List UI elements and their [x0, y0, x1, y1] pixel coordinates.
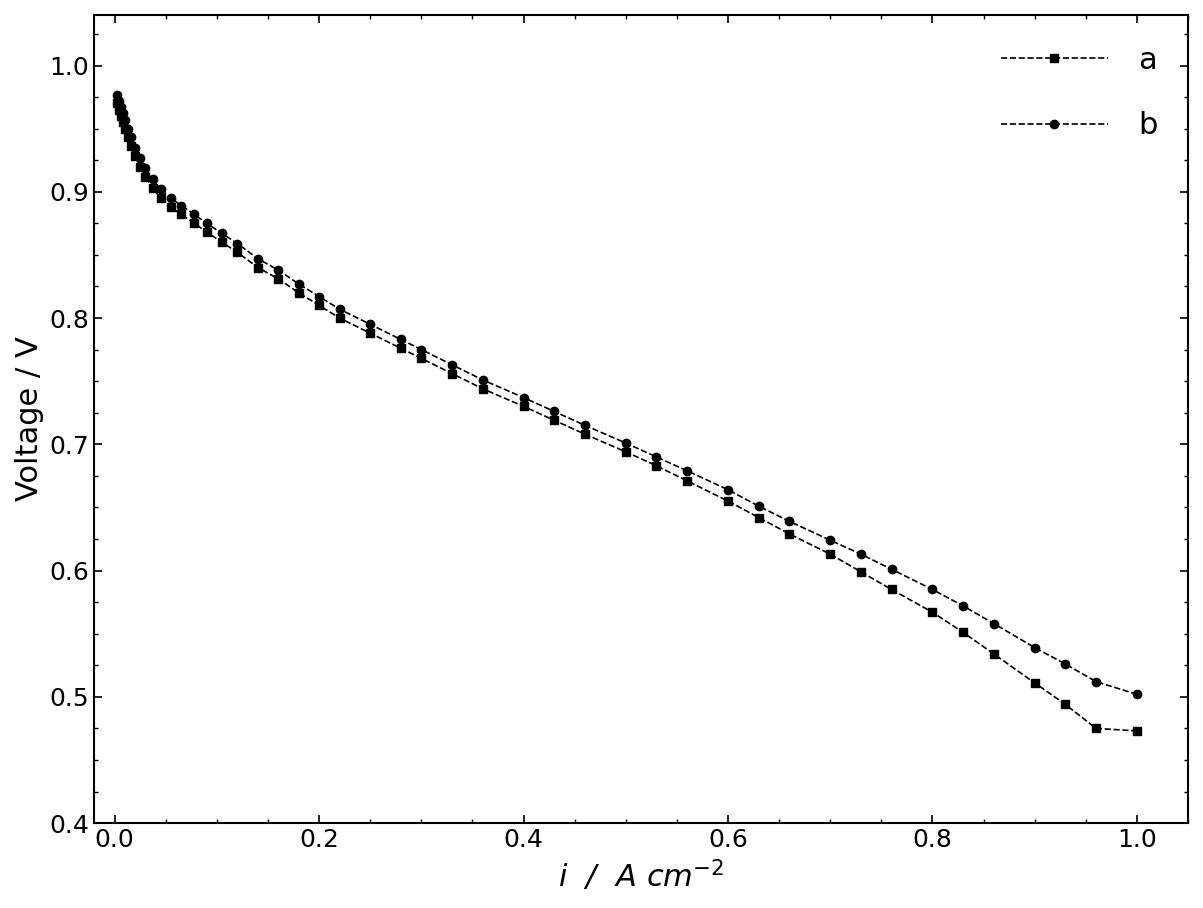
b	[332, 304, 346, 315]
b	[109, 89, 124, 100]
b	[138, 163, 153, 173]
a	[250, 262, 265, 273]
a	[577, 429, 592, 439]
b	[393, 334, 408, 345]
b	[200, 218, 214, 229]
b	[113, 102, 128, 113]
a	[146, 183, 160, 193]
a	[680, 476, 694, 487]
a	[925, 607, 940, 617]
Line: b: b	[113, 91, 1142, 698]
a	[1027, 677, 1042, 688]
b	[188, 209, 202, 220]
a	[1130, 725, 1144, 736]
a	[215, 237, 230, 248]
a	[312, 300, 326, 311]
a	[986, 648, 1001, 659]
b	[752, 500, 766, 511]
b	[215, 228, 230, 239]
b	[363, 319, 378, 330]
b	[134, 153, 148, 163]
a	[363, 328, 378, 339]
a	[118, 123, 132, 134]
b	[312, 291, 326, 302]
b	[120, 123, 135, 134]
a	[332, 312, 346, 323]
a	[128, 151, 142, 162]
a	[752, 512, 766, 523]
a	[174, 209, 189, 220]
b	[271, 264, 285, 275]
Line: a: a	[113, 99, 1142, 735]
a	[393, 343, 408, 354]
b	[547, 406, 562, 417]
a	[782, 528, 796, 539]
a	[115, 117, 130, 128]
b	[884, 564, 899, 575]
a	[164, 202, 178, 212]
a	[120, 132, 135, 143]
a	[823, 548, 837, 559]
a	[1059, 699, 1073, 710]
X-axis label: $i$  /  A cm$^{-2}$: $i$ / A cm$^{-2}$	[558, 857, 724, 893]
a	[271, 273, 285, 284]
b	[1027, 642, 1042, 653]
a	[112, 104, 126, 115]
b	[115, 108, 130, 119]
a	[956, 627, 971, 638]
b	[250, 253, 265, 264]
b	[1059, 658, 1073, 669]
a	[188, 218, 202, 229]
b	[475, 374, 490, 385]
a	[516, 401, 531, 412]
b	[516, 392, 531, 403]
a	[854, 567, 869, 577]
a	[138, 172, 153, 183]
a	[230, 247, 244, 258]
b	[854, 548, 869, 559]
a	[291, 287, 306, 298]
b	[414, 344, 428, 355]
b	[618, 438, 633, 449]
a	[113, 111, 128, 122]
b	[650, 451, 664, 462]
b	[925, 584, 940, 595]
a	[414, 353, 428, 364]
a	[124, 141, 138, 152]
b	[128, 143, 142, 153]
b	[956, 600, 971, 611]
a	[1089, 723, 1103, 734]
Y-axis label: Voltage / V: Voltage / V	[14, 337, 45, 501]
b	[782, 516, 796, 527]
b	[291, 279, 306, 290]
a	[547, 415, 562, 426]
b	[577, 419, 592, 430]
Legend: a, b: a, b	[985, 30, 1173, 155]
b	[118, 114, 132, 125]
b	[445, 360, 460, 370]
b	[174, 200, 189, 211]
a	[650, 460, 664, 471]
b	[124, 132, 138, 143]
a	[475, 383, 490, 394]
b	[721, 484, 735, 495]
a	[618, 447, 633, 458]
b	[823, 535, 837, 546]
a	[154, 192, 168, 203]
a	[200, 227, 214, 238]
b	[154, 183, 168, 194]
a	[445, 368, 460, 379]
a	[721, 496, 735, 507]
b	[680, 466, 694, 477]
b	[112, 95, 126, 106]
b	[164, 192, 178, 203]
b	[1089, 676, 1103, 687]
a	[884, 584, 899, 595]
b	[230, 238, 244, 249]
b	[146, 173, 160, 184]
b	[1130, 689, 1144, 700]
a	[134, 161, 148, 172]
b	[986, 618, 1001, 629]
a	[109, 98, 124, 109]
